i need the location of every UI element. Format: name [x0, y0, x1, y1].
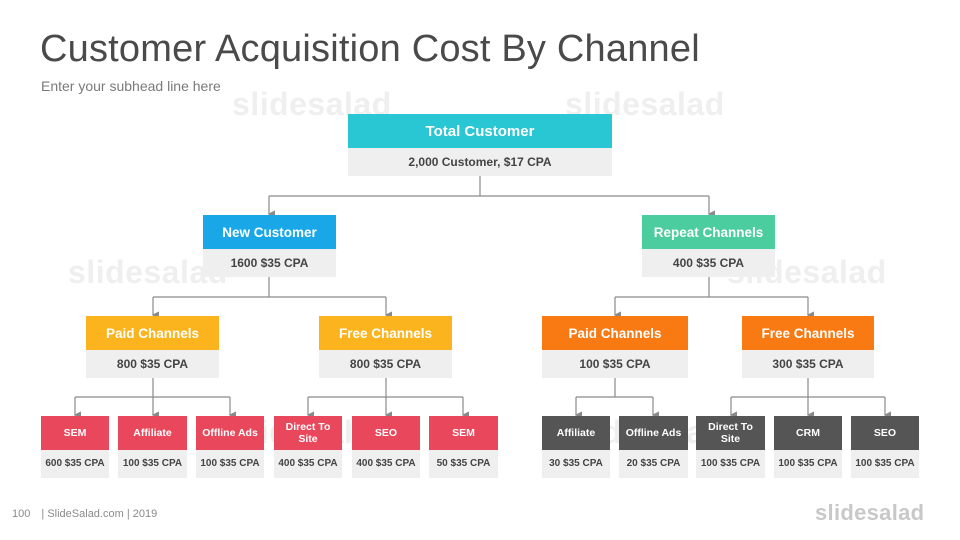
node-repeat-free-channels-value: 300 $35 CPA	[742, 350, 874, 378]
node-new-customer-label: New Customer	[203, 215, 336, 249]
node-new-free-channels: Free Channels 800 $35 CPA	[319, 316, 452, 378]
leaf-node-label: SEM	[429, 416, 498, 450]
node-total-customer-label: Total Customer	[348, 114, 612, 148]
node-new-free-channels-value: 800 $35 CPA	[319, 350, 452, 378]
leaf-node: Offline Ads 20 $35 CPA	[619, 416, 688, 478]
brand-logo: slidesalad	[815, 500, 925, 525]
leaf-node: Affiliate 100 $35 CPA	[118, 416, 187, 478]
leaf-node-label: Offline Ads	[619, 416, 688, 450]
page-title: Customer Acquisition Cost By Channel	[40, 28, 700, 70]
leaf-node: SEM 600 $35 CPA	[41, 416, 109, 478]
footer: 100 | SlideSalad.com | 2019	[12, 508, 157, 520]
leaf-node: SEM 50 $35 CPA	[429, 416, 498, 478]
leaf-node: CRM 100 $35 CPA	[774, 416, 842, 478]
page-number: 100	[12, 508, 31, 520]
leaf-node: Direct To Site 100 $35 CPA	[696, 416, 765, 478]
leaf-node: Affiliate 30 $35 CPA	[542, 416, 610, 478]
node-repeat-free-channels-label: Free Channels	[742, 316, 874, 350]
leaf-node-value: 600 $35 CPA	[41, 450, 109, 478]
node-repeat-channels: Repeat Channels 400 $35 CPA	[642, 215, 775, 277]
leaf-node-label: Affiliate	[118, 416, 187, 450]
node-new-paid-channels: Paid Channels 800 $35 CPA	[86, 316, 219, 378]
leaf-node-value: 100 $35 CPA	[696, 450, 765, 478]
leaf-node-label: Direct To Site	[274, 416, 342, 450]
node-new-customer-value: 1600 $35 CPA	[203, 249, 336, 277]
leaf-node-value: 100 $35 CPA	[774, 450, 842, 478]
leaf-node-value: 50 $35 CPA	[429, 450, 498, 478]
footer-text: | SlideSalad.com | 2019	[41, 508, 158, 520]
node-repeat-paid-channels: Paid Channels 100 $35 CPA	[542, 316, 688, 378]
leaf-node: Offline Ads 100 $35 CPA	[196, 416, 264, 478]
node-repeat-free-channels: Free Channels 300 $35 CPA	[742, 316, 874, 378]
leaf-node-value: 400 $35 CPA	[352, 450, 420, 478]
leaf-node-label: SEO	[851, 416, 919, 450]
node-new-paid-channels-label: Paid Channels	[86, 316, 219, 350]
leaf-node-label: SEO	[352, 416, 420, 450]
leaf-node-value: 100 $35 CPA	[851, 450, 919, 478]
node-new-paid-channels-value: 800 $35 CPA	[86, 350, 219, 378]
node-repeat-channels-value: 400 $35 CPA	[642, 249, 775, 277]
leaf-node-label: SEM	[41, 416, 109, 450]
leaf-node-label: Affiliate	[542, 416, 610, 450]
leaf-node-label: Offline Ads	[196, 416, 264, 450]
page-subtitle: Enter your subhead line here	[41, 78, 221, 94]
leaf-node-value: 30 $35 CPA	[542, 450, 610, 478]
leaf-node: SEO 400 $35 CPA	[352, 416, 420, 478]
watermark: slidesalad	[68, 254, 228, 290]
leaf-node-value: 100 $35 CPA	[196, 450, 264, 478]
node-repeat-channels-label: Repeat Channels	[642, 215, 775, 249]
node-total-customer: Total Customer 2,000 Customer, $17 CPA	[348, 114, 612, 176]
node-new-customer: New Customer 1600 $35 CPA	[203, 215, 336, 277]
leaf-node: Direct To Site 400 $35 CPA	[274, 416, 342, 478]
leaf-node: SEO 100 $35 CPA	[851, 416, 919, 478]
leaf-node-value: 400 $35 CPA	[274, 450, 342, 478]
leaf-node-value: 20 $35 CPA	[619, 450, 688, 478]
node-repeat-paid-channels-value: 100 $35 CPA	[542, 350, 688, 378]
leaf-node-value: 100 $35 CPA	[118, 450, 187, 478]
node-total-customer-value: 2,000 Customer, $17 CPA	[348, 148, 612, 176]
node-new-free-channels-label: Free Channels	[319, 316, 452, 350]
node-repeat-paid-channels-label: Paid Channels	[542, 316, 688, 350]
leaf-node-label: Direct To Site	[696, 416, 765, 450]
leaf-node-label: CRM	[774, 416, 842, 450]
